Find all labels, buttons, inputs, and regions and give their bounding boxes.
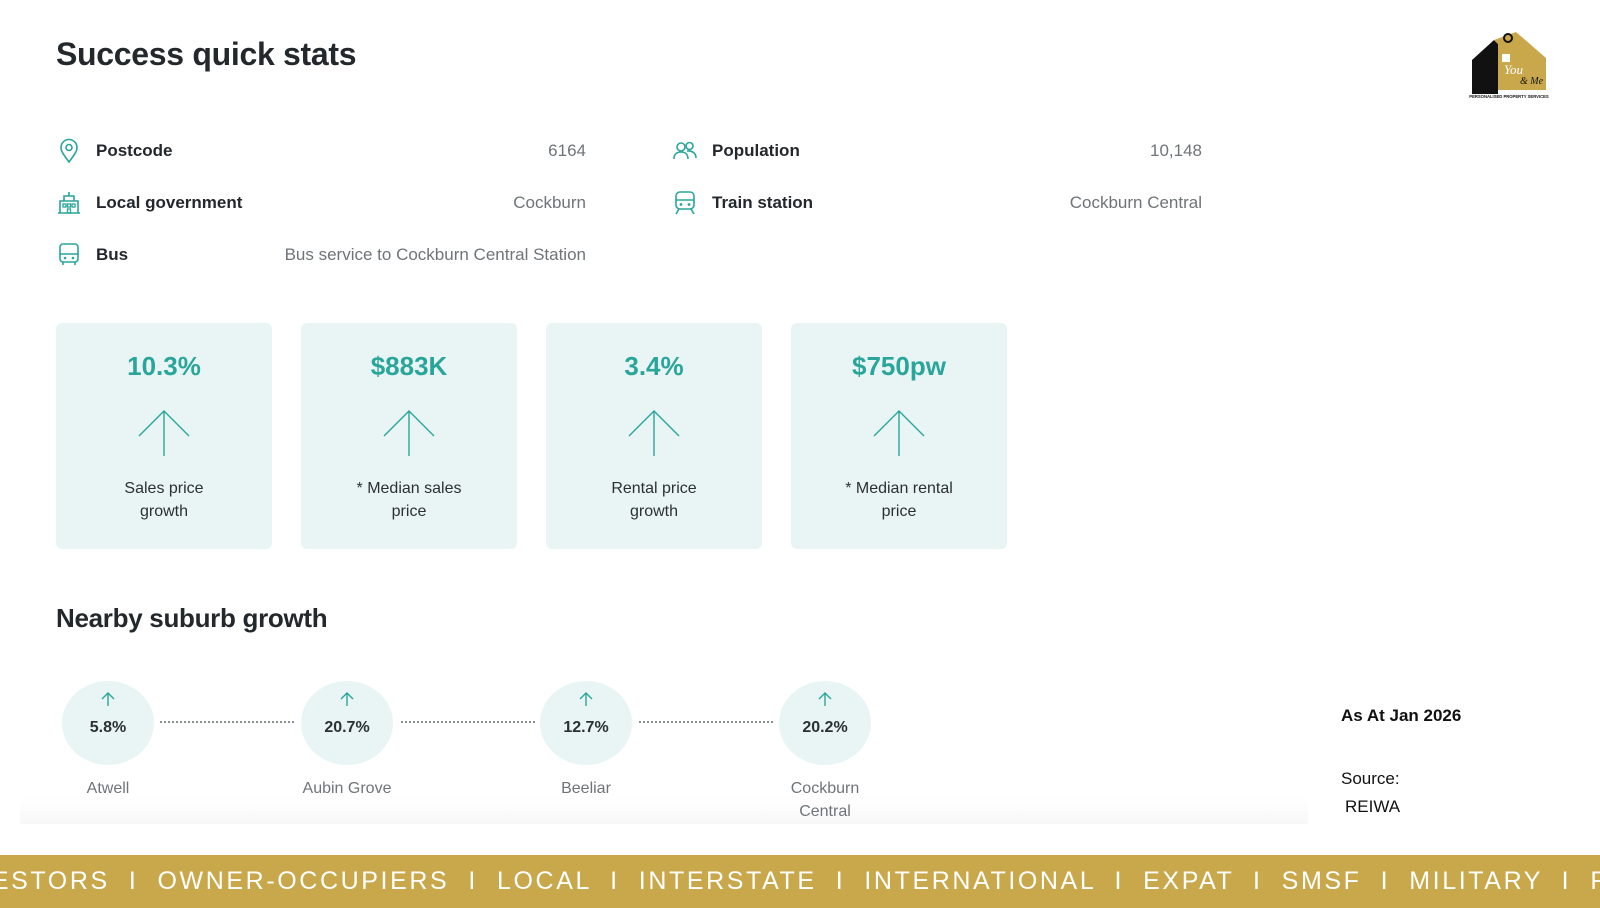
fact-postcode: Postcode 6164 [56, 136, 586, 166]
train-icon [672, 190, 698, 216]
fact-bus: Bus Bus service to Cockburn Central Stat… [56, 240, 586, 270]
suburb-circle: 12.7% [540, 681, 632, 765]
suburb-growth: 5.8% [89, 719, 127, 736]
suburb-name: Cockburn Central [790, 780, 860, 820]
dotted-connector [160, 721, 294, 723]
arrow-up-icon [818, 692, 832, 706]
suburb-cockburn-central: 20.2% Cockburn Central [775, 681, 875, 823]
stat-value: 3.4% [624, 351, 684, 381]
logo-house-left [1472, 40, 1498, 94]
suburb-circle: 20.7% [301, 681, 393, 765]
stat-card-median-rental: $750pw * Median rental price [791, 323, 1007, 549]
suburb-beeliar: 12.7% Beeliar [536, 681, 636, 800]
nearby-strip [20, 672, 1308, 824]
suburb-aubin-grove: 20.7% Aubin Grove [297, 681, 397, 800]
logo-text-you: You [1504, 62, 1524, 77]
arrow-up-icon [383, 410, 435, 456]
population-value: 10,148 [1150, 141, 1202, 160]
train-station-value: Cockburn Central [1069, 193, 1202, 212]
arrow-up-icon [101, 692, 115, 706]
fact-population: Population 10,148 [672, 136, 1202, 166]
dotted-connector [401, 721, 535, 723]
stat-card-rental-growth: 3.4% Rental price growth [546, 323, 762, 549]
as-at-date: As At Jan 2026 [1341, 706, 1462, 725]
suburb-atwell: 5.8% Atwell [58, 681, 158, 800]
stat-value: 10.3% [127, 351, 201, 381]
people-icon [672, 138, 698, 164]
stat-value: $750pw [852, 351, 946, 381]
stat-caption: * Median sales price [356, 480, 462, 520]
source-value: REIWA [1345, 797, 1401, 816]
bus-icon [56, 242, 82, 268]
logo-window [1502, 54, 1510, 62]
local-government-value: Cockburn [513, 193, 586, 212]
logo-tagline: PERSONALISED PROPERTY SERVICES [1469, 94, 1549, 99]
train-station-label: Train station [712, 193, 814, 212]
nearby-title: Nearby suburb growth [56, 603, 328, 633]
audience-banner: INVESTORS I OWNER-OCCUPIERS I LOCAL I IN… [0, 855, 1600, 908]
logo-text-me: & Me [1520, 76, 1544, 87]
stat-caption: * Median rental price [845, 480, 953, 520]
arrow-up-icon [628, 410, 680, 456]
page-title: Success quick stats [56, 36, 357, 72]
stat-caption: Rental price growth [611, 480, 697, 520]
suburb-growth: 20.7% [324, 719, 370, 736]
fact-train-station: Train station Cockburn Central [672, 188, 1202, 218]
arrow-up-icon [138, 410, 190, 456]
arrow-up-icon [873, 410, 925, 456]
suburb-circle: 20.2% [779, 681, 871, 765]
stat-caption: Sales price growth [124, 480, 204, 520]
dotted-connector [639, 721, 773, 723]
suburb-growth: 12.7% [563, 719, 609, 736]
logo-key-ring [1503, 33, 1513, 43]
stat-value: $883K [370, 351, 448, 381]
stat-card-sales-growth: 10.3% Sales price growth [56, 323, 272, 549]
suburb-name: Aubin Grove [302, 780, 392, 797]
location-pin-icon [56, 138, 82, 164]
fact-local-government: Local government Cockburn [56, 188, 586, 218]
suburb-name: Beeliar [561, 780, 611, 797]
postcode-value: 6164 [548, 141, 586, 160]
logo-house-right [1494, 32, 1546, 90]
suburb-circle: 5.8% [62, 681, 154, 765]
suburb-name: Atwell [86, 780, 130, 797]
building-icon [56, 190, 82, 216]
source-label: Source: [1341, 769, 1400, 788]
population-label: Population [712, 141, 800, 160]
suburb-growth: 20.2% [802, 719, 848, 736]
bus-label: Bus [96, 245, 129, 264]
stat-card-median-sales: $883K * Median sales price [301, 323, 517, 549]
local-government-label: Local government [96, 193, 243, 212]
postcode-label: Postcode [96, 141, 173, 160]
audience-banner-text: INVESTORS I OWNER-OCCUPIERS I LOCAL I IN… [0, 867, 1600, 895]
arrow-up-icon [340, 692, 354, 706]
company-logo: You & Me PERSONALISED PROPERTY SERVICES [1469, 32, 1549, 99]
arrow-up-icon [579, 692, 593, 706]
bus-value: Bus service to Cockburn Central Station [284, 245, 586, 264]
